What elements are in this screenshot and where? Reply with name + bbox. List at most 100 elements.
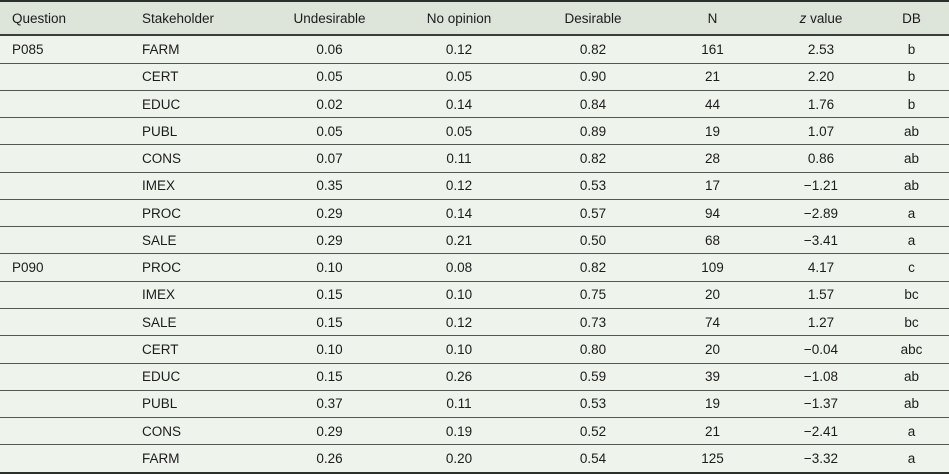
cell-z_value: −3.41 (768, 226, 874, 254)
table-header-row: Question Stakeholder Undesirable No opinion… (0, 1, 949, 36)
cell-n: 19 (657, 389, 768, 418)
cell-question (0, 307, 130, 336)
cell-db: a (874, 226, 949, 254)
cell-no_opinion: 0.19 (389, 417, 529, 445)
cell-undesirable: 0.05 (270, 117, 389, 145)
cell-stakeholder: FARM (142, 41, 180, 57)
cell-stakeholder: EDUC (130, 362, 270, 391)
cell-n: 19 (657, 117, 768, 145)
cell-db: ab (874, 362, 949, 391)
cell-no_opinion: 0.11 (389, 389, 529, 418)
cell-question (0, 171, 130, 200)
column-header-n: N (657, 1, 768, 36)
cell-question (0, 117, 130, 145)
cell-question (0, 62, 130, 91)
cell-undesirable: 0.02 (270, 89, 389, 118)
cell-stakeholder: IMEX (130, 171, 270, 200)
table-row: PUBL 0.05 0.05 0.89 19 1.07 ab (0, 117, 949, 145)
cell-stakeholder: CONS (130, 144, 270, 173)
cell-question (0, 226, 130, 254)
cell-n: 44 (657, 89, 768, 118)
column-header-label: Desirable (564, 10, 622, 26)
table-row: FARM 0.26 0.20 0.54 125 −3.32 a (0, 444, 949, 473)
cell-z_value: −0.04 (768, 335, 874, 364)
cell-z_value: −1.08 (768, 362, 874, 391)
cell-question (0, 280, 130, 309)
cell-desirable: 0.57 (529, 198, 657, 227)
cell-no_opinion: 0.11 (389, 144, 529, 173)
cell-stakeholder: CERT (130, 62, 270, 91)
cell-desirable: 0.59 (529, 362, 657, 391)
cell-desirable: 0.80 (529, 335, 657, 364)
column-header-label: Undesirable (293, 10, 366, 26)
column-header-label: Stakeholder (142, 10, 215, 26)
table-row: IMEX 0.15 0.10 0.75 20 1.57 bc (0, 280, 949, 309)
cell-z_value: −2.89 (768, 198, 874, 227)
table-row: CERT 0.10 0.10 0.80 20 −0.04 abc (0, 335, 949, 364)
cell-undesirable: 0.37 (270, 389, 389, 418)
cell-desirable: 0.75 (529, 280, 657, 309)
column-header-question: Question (0, 1, 130, 36)
cell-question: P090 (0, 253, 130, 282)
cell-undesirable: 0.10 (270, 253, 389, 282)
cell-n: 68 (657, 226, 768, 254)
column-header-label: z (799, 10, 807, 26)
cell-z_value: 1.57 (768, 280, 874, 309)
cell-n: 17 (657, 171, 768, 200)
cell-n: 21 (657, 62, 768, 91)
cell-no_opinion: 0.14 (389, 198, 529, 227)
cell-db: ab (874, 389, 949, 418)
table-row: EDUC 0.15 0.26 0.59 39 −1.08 ab (0, 362, 949, 391)
cell-desirable: 0.90 (529, 62, 657, 91)
cell-z_value: 1.07 (768, 117, 874, 145)
cell-no_opinion: 0.10 (389, 280, 529, 309)
cell-no_opinion: 0.10 (389, 335, 529, 364)
cell-desirable: 0.82 (579, 41, 607, 57)
column-header-desirable: Desirable (529, 1, 657, 36)
cell-z_value: 1.27 (768, 307, 874, 336)
cell-db: abc (874, 335, 949, 364)
table-body: P085 FARM 0.06 0.12 0.82 161 2.53 b CERT 0.05 0.05… (0, 35, 949, 473)
cell-db: ab (874, 171, 949, 200)
cell-db: ab (874, 144, 949, 173)
cell-db: b (907, 41, 916, 57)
table-row: P090 PROC 0.10 0.08 0.82 109 4.17 c (0, 253, 949, 282)
cell-desirable: 0.54 (529, 444, 657, 473)
cell-question (0, 417, 130, 445)
cell-undesirable: 0.10 (270, 335, 389, 364)
cell-desirable: 0.82 (529, 253, 657, 282)
cell-n: 161 (701, 41, 724, 57)
cell-question (0, 335, 130, 364)
cell-stakeholder: CERT (130, 335, 270, 364)
cell-db: b (874, 89, 949, 118)
cell-undesirable: 0.29 (270, 198, 389, 227)
cell-no_opinion: 0.21 (389, 226, 529, 254)
table-row: CONS 0.07 0.11 0.82 28 0.86 ab (0, 144, 949, 173)
cell-z_value: 4.17 (768, 253, 874, 282)
table-header: Question Stakeholder Undesirable No opinion… (0, 1, 949, 36)
cell-question (0, 144, 130, 173)
cell-no_opinion: 0.26 (389, 362, 529, 391)
cell-n: 74 (657, 307, 768, 336)
cell-no_opinion: 0.14 (389, 89, 529, 118)
cell-stakeholder: PUBL (130, 117, 270, 145)
cell-stakeholder: SALE (130, 226, 270, 254)
cell-desirable: 0.52 (529, 417, 657, 445)
cell-desirable: 0.50 (529, 226, 657, 254)
table-row: SALE 0.15 0.12 0.73 74 1.27 bc (0, 307, 949, 336)
cell-stakeholder: EDUC (130, 89, 270, 118)
column-header-no_opinion: No opinion (389, 1, 529, 36)
cell-stakeholder: SALE (130, 307, 270, 336)
cell-stakeholder: PROC (130, 253, 270, 282)
cell-no_opinion: 0.12 (389, 307, 529, 336)
table-row: P085 FARM 0.06 0.12 0.82 161 2.53 b (0, 35, 949, 63)
column-header-undesirable: Undesirable (270, 1, 389, 36)
cell-n: 39 (657, 362, 768, 391)
cell-no_opinion: 0.12 (389, 171, 529, 200)
cell-db: a (874, 198, 949, 227)
cell-question (0, 444, 130, 473)
cell-no_opinion: 0.08 (389, 253, 529, 282)
cell-z_value: 0.86 (768, 144, 874, 173)
cell-desirable: 0.53 (529, 171, 657, 200)
